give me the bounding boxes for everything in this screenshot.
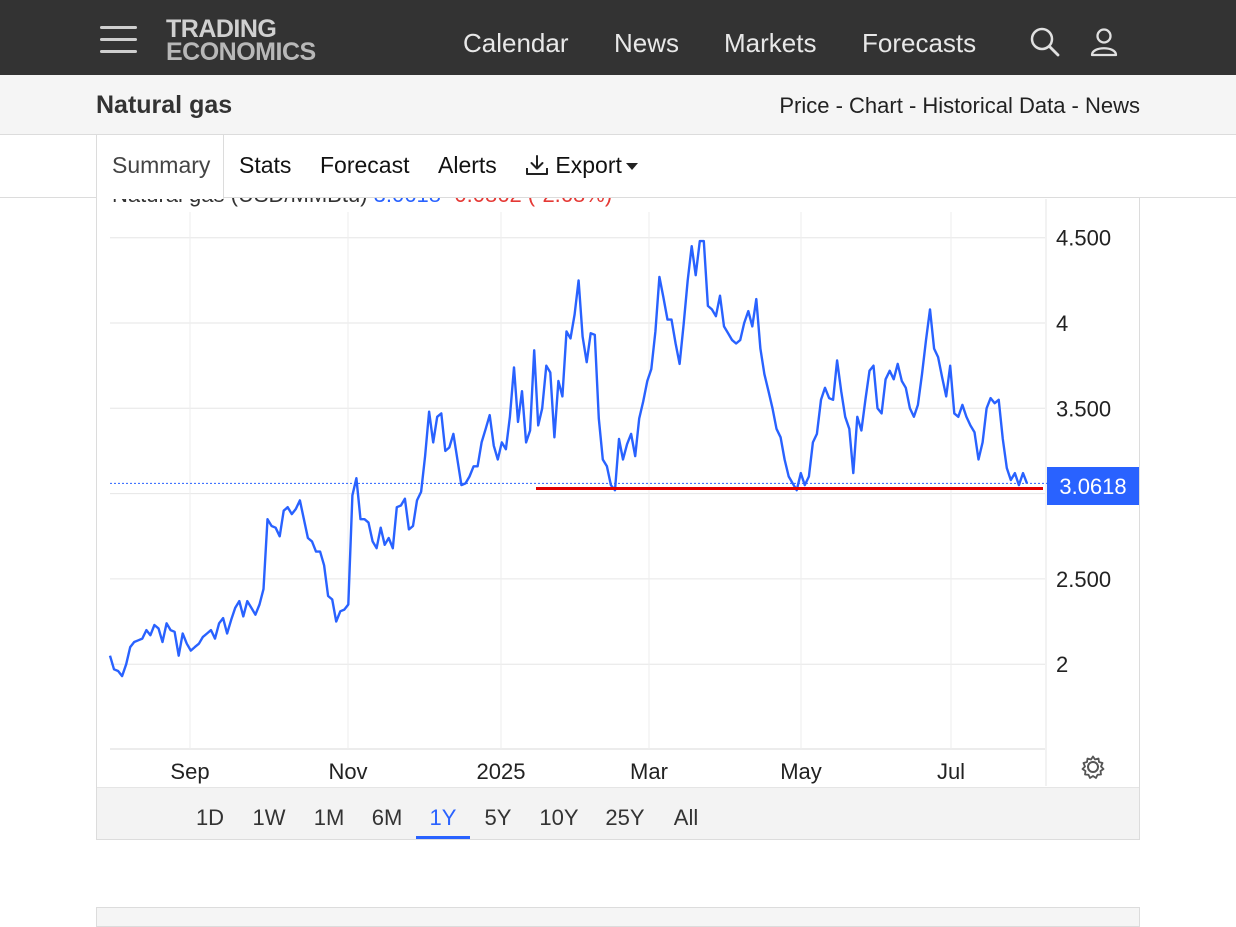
tab-stats[interactable]: Stats	[239, 152, 292, 178]
logo-line-1: TRADING	[166, 15, 277, 43]
x-tick-label: Nov	[328, 759, 367, 784]
last-price-label: 3.0618	[1059, 474, 1126, 499]
search-icon[interactable]	[1029, 26, 1061, 58]
nav-news[interactable]: News	[614, 28, 680, 58]
tab-summary-box[interactable]	[96, 135, 224, 199]
download-icon	[526, 155, 548, 175]
range-1y[interactable]: 1Y	[429, 805, 457, 830]
active-range-underline	[416, 836, 470, 839]
y-tick-label: 4	[1056, 311, 1068, 336]
logo-line-2: ECONOMICS	[166, 38, 316, 66]
range-25y[interactable]: 25Y	[605, 805, 645, 830]
y-tick-label: 2.500	[1056, 567, 1111, 592]
tab-bar: Summary Stats Forecast Alerts Export	[0, 135, 1236, 199]
brand-logo[interactable]: TRADING ECONOMICS	[166, 15, 316, 66]
user-icon[interactable]	[1088, 26, 1120, 58]
range-10y[interactable]: 10Y	[539, 805, 579, 830]
x-tick-label: Sep	[170, 759, 209, 784]
nav-markets[interactable]: Markets	[724, 28, 817, 58]
tab-export[interactable]: Export	[525, 152, 638, 179]
y-tick-label: 3.500	[1056, 396, 1111, 421]
next-section-panel	[96, 907, 1140, 927]
hamburger-icon[interactable]	[100, 26, 137, 54]
x-tick-label: Mar	[630, 759, 668, 784]
y-tick-label: 4.500	[1056, 226, 1111, 251]
y-axis-ticks: 4.500 4 3.500 2.500 2	[1056, 226, 1111, 678]
range-1d[interactable]: 1D	[195, 805, 225, 830]
chevron-down-icon	[625, 163, 638, 171]
range-selector: 1D 1W 1M 6M 1Y 5Y 10Y 25Y All	[97, 787, 1139, 839]
nav-calendar[interactable]: Calendar	[463, 28, 569, 58]
chart-grid	[110, 199, 1047, 786]
x-tick-label: May	[780, 759, 822, 784]
range-6m[interactable]: 6M	[371, 805, 403, 830]
y-tick-label: 2	[1056, 652, 1068, 677]
tab-summary[interactable]: Summary	[112, 152, 211, 178]
range-1m[interactable]: 1M	[313, 805, 345, 830]
range-1w[interactable]: 1W	[252, 805, 286, 830]
chart-container	[96, 198, 1140, 840]
page-header: Natural gas Price - Chart - Historical D…	[0, 75, 1236, 135]
series-line	[108, 239, 1029, 678]
gear-icon[interactable]	[1081, 755, 1105, 779]
price-chart[interactable]: 4.500 4 3.500 2.500 2 Sep Nov 2025 Mar May Jul 3.…	[0, 0, 1236, 790]
page-links[interactable]: Price - Chart - Historical Data - News	[779, 93, 1140, 118]
top-navigation-bar: TRADING ECONOMICS Calendar News Markets …	[0, 0, 1236, 75]
tab-alerts[interactable]: Alerts	[438, 152, 497, 178]
last-price-badge	[1047, 467, 1139, 505]
range-5y[interactable]: 5Y	[484, 805, 512, 830]
x-tick-label: 2025	[477, 759, 526, 784]
range-all[interactable]: All	[673, 805, 699, 830]
page-title: Natural gas	[96, 91, 233, 119]
x-axis-ticks: Sep Nov 2025 Mar May Jul	[170, 759, 965, 784]
x-tick-label: Jul	[937, 759, 965, 784]
export-label: Export	[555, 152, 622, 178]
nav-forecasts[interactable]: Forecasts	[862, 28, 977, 58]
tab-forecast[interactable]: Forecast	[320, 152, 410, 178]
